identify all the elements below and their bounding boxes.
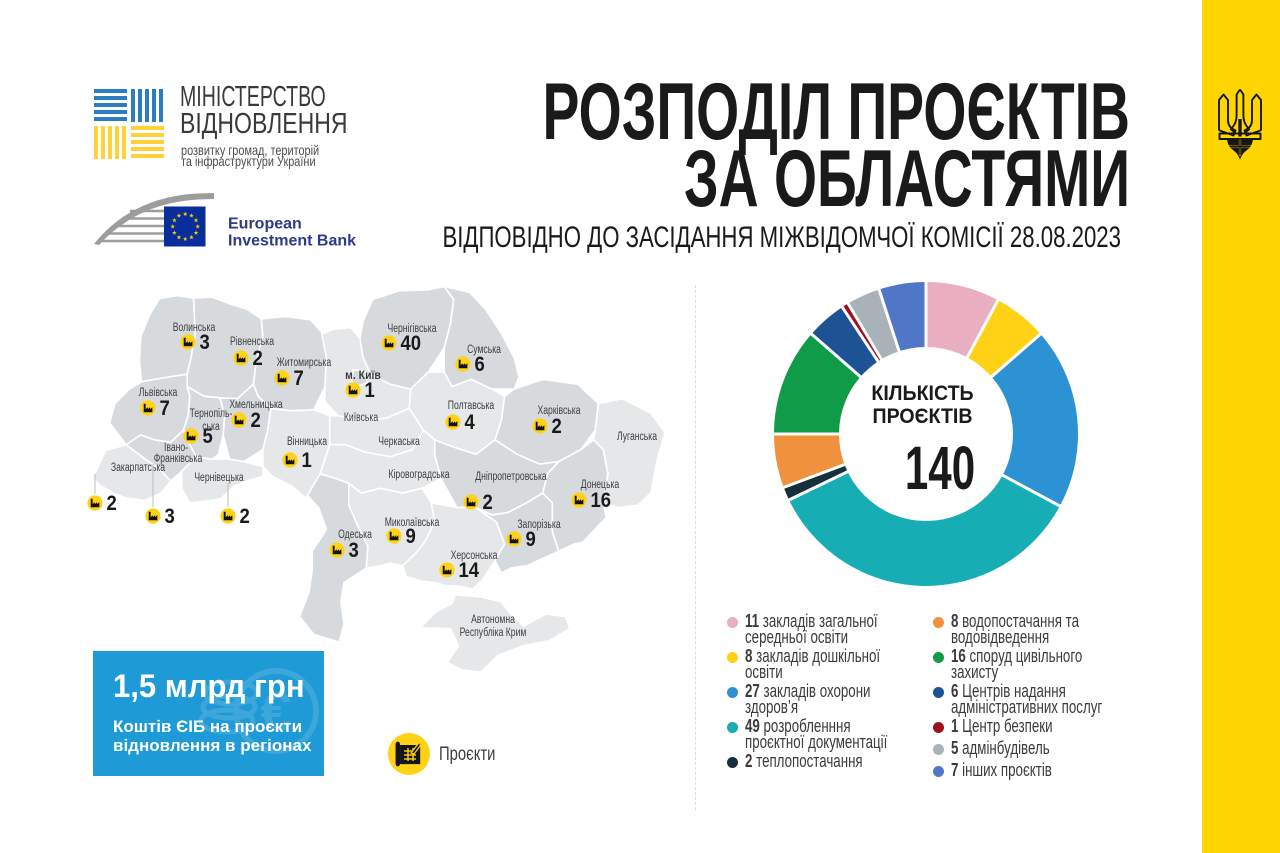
svg-text:2: 2 — [107, 492, 117, 515]
svg-text:Одеська: Одеська — [338, 528, 372, 542]
svg-text:2: 2 — [240, 505, 250, 528]
svg-text:5: 5 — [203, 425, 213, 448]
svg-text:Миколаївська: Миколаївська — [385, 516, 440, 530]
svg-text:1: 1 — [302, 449, 312, 472]
svg-text:Харківська: Харківська — [538, 404, 581, 418]
svg-text:Сумська: Сумська — [467, 343, 501, 357]
svg-text:9: 9 — [406, 525, 416, 548]
svg-text:9: 9 — [526, 528, 536, 551]
svg-text:Франківська: Франківська — [154, 452, 203, 466]
svg-text:Луганська: Луганська — [617, 430, 657, 444]
svg-text:Київська: Київська — [344, 411, 378, 425]
svg-text:7: 7 — [160, 397, 170, 420]
svg-text:Вінницька: Вінницька — [287, 435, 327, 449]
svg-text:6: 6 — [475, 353, 485, 376]
svg-text:4: 4 — [465, 411, 475, 434]
svg-text:3: 3 — [200, 331, 210, 354]
svg-text:Автономна: Автономна — [471, 613, 515, 627]
svg-text:2: 2 — [251, 409, 261, 432]
svg-text:Львівська: Львівська — [139, 386, 178, 400]
svg-text:Республіка Крим: Республіка Крим — [460, 626, 527, 640]
svg-text:2: 2 — [483, 491, 493, 514]
svg-text:7: 7 — [294, 367, 304, 390]
svg-text:Волинська: Волинська — [173, 321, 216, 335]
svg-text:Херсонська: Херсонська — [451, 549, 498, 563]
svg-text:Кіровоградська: Кіровоградська — [388, 468, 449, 482]
svg-text:Рівненська: Рівненська — [230, 335, 274, 349]
svg-text:Черкаська: Черкаська — [378, 435, 420, 449]
svg-text:1: 1 — [365, 379, 375, 402]
svg-text:Тернопіль-: Тернопіль- — [190, 407, 233, 421]
svg-text:Investment Bank: Investment Bank — [228, 233, 356, 250]
svg-text:Житомирська: Житомирська — [277, 356, 331, 370]
svg-text:Чернівецька: Чернівецька — [194, 471, 243, 485]
svg-text:ська: ська — [202, 420, 220, 434]
svg-text:Закарпатська: Закарпатська — [111, 461, 165, 475]
svg-text:Хмельницька: Хмельницька — [229, 398, 282, 412]
svg-text:16: 16 — [591, 489, 612, 512]
svg-text:40: 40 — [401, 332, 422, 355]
svg-text:European: European — [228, 216, 302, 233]
svg-text:3: 3 — [165, 505, 175, 528]
svg-text:Дніпропетровська: Дніпропетровська — [475, 470, 546, 484]
svg-text:Івано-: Івано- — [164, 441, 188, 455]
svg-text:Донецька: Донецька — [581, 478, 619, 492]
svg-text:2: 2 — [552, 415, 562, 438]
svg-text:2: 2 — [253, 347, 263, 370]
svg-text:Запорізька: Запорізька — [517, 518, 560, 532]
svg-text:Чернігівська: Чернігівська — [387, 322, 436, 336]
svg-text:€: € — [260, 680, 291, 743]
svg-text:14: 14 — [459, 559, 480, 582]
svg-text:3: 3 — [349, 539, 359, 562]
svg-text:м. Київ: м. Київ — [345, 369, 381, 382]
svg-text:Полтавська: Полтавська — [448, 399, 495, 413]
